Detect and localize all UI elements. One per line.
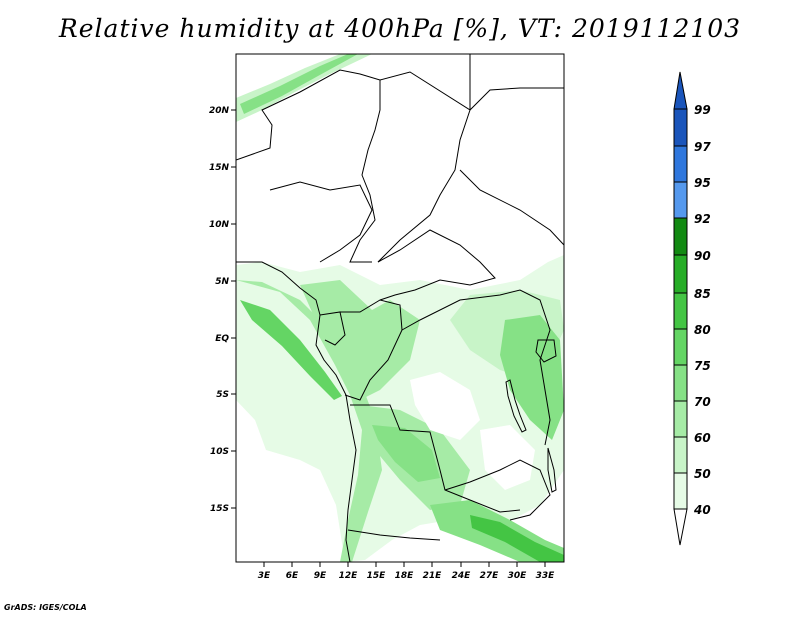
colorbar-label: 95 bbox=[694, 176, 711, 190]
colorbar-segment bbox=[673, 472, 688, 510]
moist-region-coastal-core bbox=[240, 300, 342, 400]
grads-credit: GrADS: IGES/COLA bbox=[4, 603, 87, 612]
colorbar-label: 85 bbox=[694, 287, 711, 301]
colorbar-segment bbox=[673, 364, 688, 402]
colorbar-label: 70 bbox=[694, 395, 711, 409]
lon-label: 15E bbox=[367, 571, 387, 581]
lat-label: 20N bbox=[209, 106, 230, 116]
dry-pocket-central bbox=[410, 372, 480, 440]
lat-label: EQ bbox=[215, 334, 229, 344]
colorbar-cap-low bbox=[673, 508, 688, 546]
lon-label: 21E bbox=[423, 571, 443, 581]
lon-label: 12E bbox=[339, 571, 359, 581]
colorbar-segment bbox=[673, 292, 688, 330]
lon-label: 18E bbox=[395, 571, 415, 581]
lat-label: 10S bbox=[210, 447, 229, 457]
colorbar-cap-high bbox=[673, 71, 688, 110]
lake-malawi bbox=[547, 447, 557, 493]
lon-label: 24E bbox=[452, 571, 472, 581]
border-car bbox=[377, 229, 496, 301]
moist-region-congo bbox=[300, 280, 420, 400]
colorbar-segment bbox=[673, 400, 688, 438]
border-namibia bbox=[347, 529, 441, 541]
lon-label: 6E bbox=[286, 571, 299, 581]
border-gabon bbox=[319, 311, 346, 346]
border-nigeria bbox=[269, 181, 373, 263]
colorbar-label: 50 bbox=[694, 467, 711, 481]
lon-label: 27E bbox=[480, 571, 500, 581]
lake-victoria bbox=[535, 339, 557, 363]
lon-label: 33E bbox=[536, 571, 556, 581]
longitude-axis: 3E 6E 9E 12E 15E 18E 21E 24E 27E 30E 33E bbox=[258, 562, 555, 581]
colorbar: 40 50 60 70 75 80 85 90 92 95 97 99 bbox=[673, 71, 711, 546]
lat-label: 5N bbox=[215, 277, 229, 287]
colorbar-label: 60 bbox=[694, 431, 711, 445]
colorbar-segment bbox=[673, 328, 688, 366]
colorbar-label: 99 bbox=[694, 103, 711, 117]
colorbar-label: 75 bbox=[694, 359, 711, 373]
border-chad-east bbox=[377, 71, 471, 263]
lat-label: 10N bbox=[209, 220, 230, 230]
coastline-west bbox=[236, 261, 357, 562]
dry-pocket-southeast bbox=[480, 425, 535, 490]
colorbar-label: 80 bbox=[694, 323, 711, 337]
border-zambia bbox=[444, 459, 551, 521]
map-frame bbox=[235, 53, 565, 563]
moist-band-northwest-core bbox=[240, 54, 358, 114]
moist-band-southeast-core bbox=[470, 515, 564, 562]
colorbar-label: 90 bbox=[694, 249, 711, 263]
border-angola bbox=[350, 404, 521, 513]
border-sudan bbox=[469, 54, 564, 112]
lon-label: 9E bbox=[314, 571, 327, 581]
colorbar-segment bbox=[673, 217, 688, 256]
border-south-sudan bbox=[459, 169, 564, 246]
border-drc bbox=[401, 289, 551, 446]
lon-label: 30E bbox=[508, 571, 528, 581]
humidity-field bbox=[236, 54, 564, 562]
colorbar-segment bbox=[673, 108, 688, 147]
lake-tanganyika bbox=[505, 379, 527, 433]
colorbar-segment bbox=[673, 145, 688, 183]
lat-label: 5S bbox=[216, 390, 229, 400]
map-title: Relative humidity at 400hPa [%], VT: 201… bbox=[58, 14, 742, 43]
colorbar-segment bbox=[673, 254, 688, 294]
colorbar-label: 97 bbox=[694, 140, 711, 154]
colorbar-segment bbox=[673, 181, 688, 219]
moist-region-south-core bbox=[372, 425, 440, 482]
border-north bbox=[236, 69, 381, 263]
lat-label: 15N bbox=[209, 163, 230, 173]
lon-label: 3E bbox=[258, 571, 271, 581]
lat-label: 15S bbox=[210, 504, 229, 514]
latitude-axis: 20N 15N 10N 5N EQ 5S 10S 15S bbox=[209, 106, 236, 514]
colorbar-label: 92 bbox=[694, 212, 711, 226]
colorbar-segment bbox=[673, 436, 688, 474]
country-borders bbox=[236, 54, 564, 562]
colorbar-label: 40 bbox=[693, 503, 711, 517]
moist-band-northwest bbox=[236, 54, 372, 122]
